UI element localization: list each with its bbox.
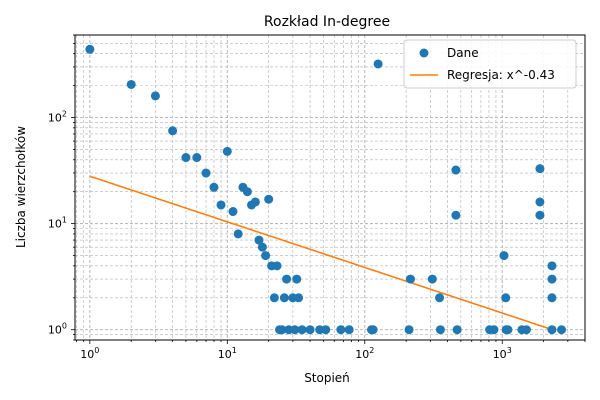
data-point (368, 325, 378, 335)
data-point (547, 325, 557, 335)
data-point (404, 325, 414, 335)
data-point (452, 325, 462, 335)
plot-frame (74, 34, 586, 341)
data-point (290, 325, 300, 335)
data-point (451, 165, 461, 175)
data-point (272, 261, 282, 271)
data-point (297, 325, 307, 335)
regression-line (89, 175, 553, 331)
data-point (499, 251, 509, 261)
data-point (85, 44, 95, 54)
legend-box (403, 39, 577, 89)
data-point (282, 274, 292, 284)
data-point (277, 325, 287, 335)
data-point (501, 293, 511, 303)
data-point (126, 79, 136, 89)
data-point (294, 293, 304, 303)
data-point (228, 207, 238, 217)
regression-series (89, 175, 553, 331)
data-point (269, 293, 279, 303)
data-point (521, 325, 531, 335)
legend-label-dane: Dane (447, 46, 479, 60)
y-tick-label: 102 (48, 110, 67, 125)
data-point (222, 146, 232, 156)
data-point (250, 197, 260, 207)
data-point (547, 274, 557, 284)
data-point (168, 126, 178, 136)
data-point (305, 325, 315, 335)
x-tick-label: 102 (355, 346, 374, 361)
data-point (547, 293, 557, 303)
legend: Dane Regresja: x^-0.43 (403, 39, 577, 89)
data-point (192, 153, 202, 163)
data-point (373, 59, 383, 69)
x-tick-label: 100 (80, 346, 99, 361)
y-axis-label: Liczba wierzchołków (14, 126, 28, 248)
chart-title: Rozkład In-degree (264, 14, 390, 30)
legend-label-regresja: Regresja: x^-0.43 (447, 68, 555, 82)
data-point (535, 210, 545, 220)
data-point (242, 187, 252, 197)
x-tick-label: 103 (493, 346, 512, 361)
data-point (427, 274, 437, 284)
data-point (201, 168, 211, 178)
data-point (451, 210, 461, 220)
data-point (216, 200, 226, 210)
data-point (150, 91, 160, 101)
data-point (344, 325, 354, 335)
data-point (181, 153, 191, 163)
x-axis-label: Stopień (304, 371, 350, 385)
data-point (321, 325, 331, 335)
data-point (209, 182, 219, 192)
data-point (254, 235, 264, 245)
data-point (233, 229, 243, 239)
data-point (261, 251, 271, 261)
data-point (405, 274, 415, 284)
data-point (292, 274, 302, 284)
axis-ticks: 100 101 102 103 100 101 102 (48, 34, 586, 361)
y-tick-label: 101 (48, 216, 67, 231)
legend-marker-dane (419, 48, 429, 58)
data-point (435, 325, 445, 335)
data-point (557, 325, 567, 335)
data-point (336, 325, 346, 335)
y-tick-label: 100 (48, 322, 67, 337)
data-point (547, 261, 557, 271)
data-point (264, 194, 274, 204)
data-point (257, 242, 267, 252)
data-point (279, 293, 289, 303)
data-series (85, 44, 567, 335)
data-point (535, 197, 545, 207)
data-point (503, 325, 513, 335)
data-point (435, 293, 445, 303)
x-tick-label: 101 (218, 346, 237, 361)
data-point (489, 325, 499, 335)
data-point (535, 164, 545, 174)
